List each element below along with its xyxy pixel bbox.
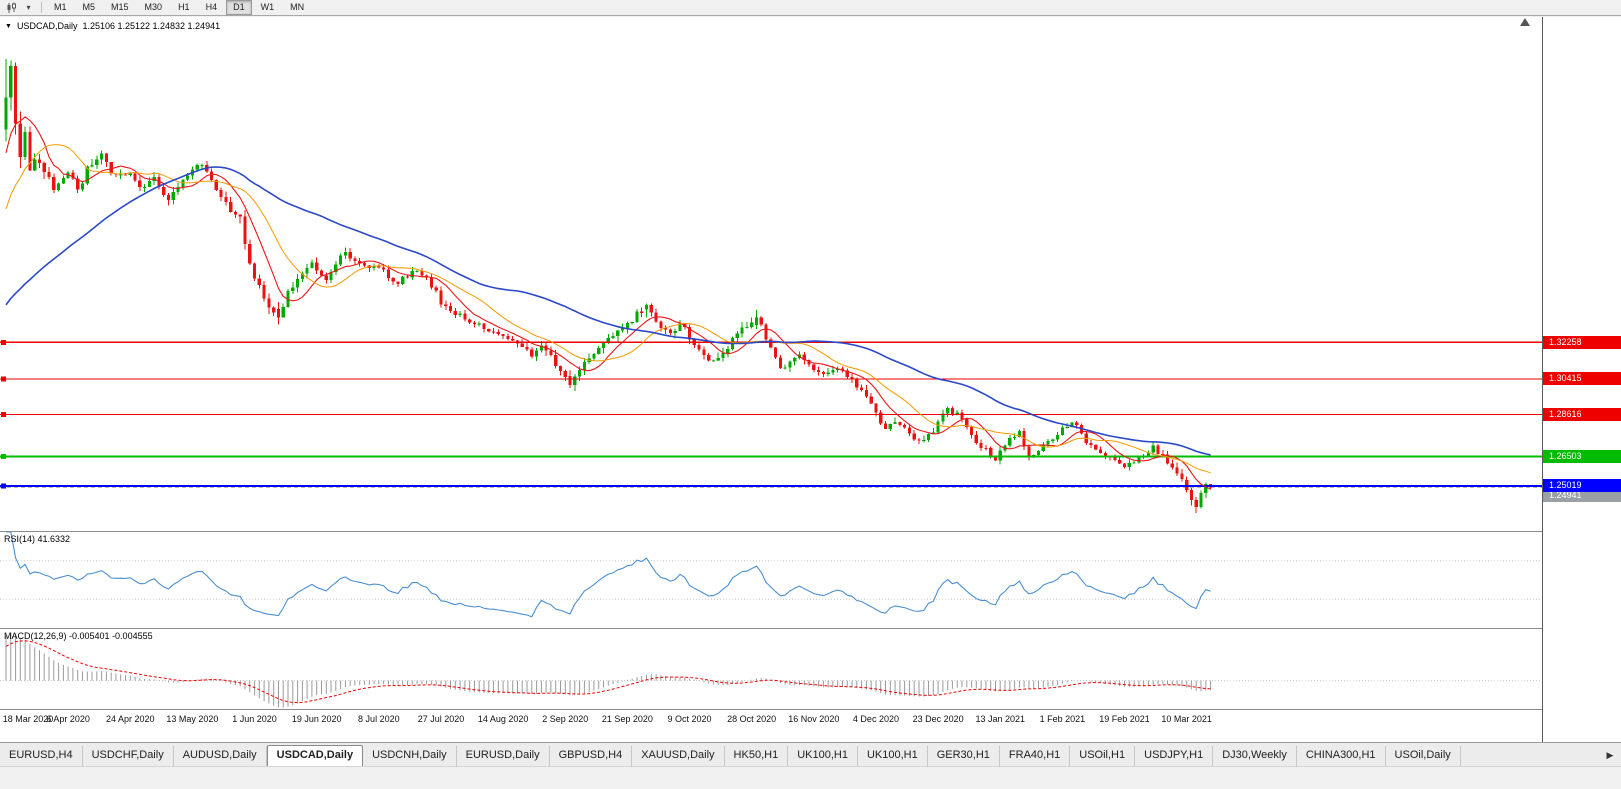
date-axis-label: 16 Nov 2020 xyxy=(788,714,840,724)
chart-tab-usdjpy-h1[interactable]: USDJPY,H1 xyxy=(1135,746,1214,766)
status-bar xyxy=(0,766,1621,789)
chart-tab-xauusd-daily[interactable]: XAUUSD,Daily xyxy=(632,746,725,766)
date-axis-label: 2 Sep 2020 xyxy=(542,714,589,724)
macd-indicator-label: MACD(12,26,9) -0.005401 -0.004555 xyxy=(4,631,153,641)
pane-separator[interactable] xyxy=(0,531,1542,532)
chart-tabs-bar: EURUSD,H4 USDCHF,Daily AUDUSD,Daily USDCAD,… xyxy=(0,742,1621,766)
period-button-m30[interactable]: M30 xyxy=(144,2,163,12)
chart-tab-usdchf-daily[interactable]: USDCHF,Daily xyxy=(82,746,174,766)
period-button-m5[interactable]: M5 xyxy=(82,2,96,12)
toolbar-separator xyxy=(41,2,42,13)
chart-tab-usdcad-daily[interactable]: USDCAD,Daily xyxy=(266,745,364,766)
date-axis-label: 10 Mar 2021 xyxy=(1161,714,1212,724)
chart-tab-eurusd-h4[interactable]: EURUSD,H4 xyxy=(0,746,83,766)
rsi-pane[interactable] xyxy=(0,532,1542,628)
date-axis-label: 19 Feb 2021 xyxy=(1099,714,1150,724)
pane-separator[interactable] xyxy=(0,628,1542,629)
quote-dropdown-icon[interactable]: ▼ xyxy=(5,22,12,30)
period-button-d1[interactable]: D1 xyxy=(226,0,252,15)
chart-tab-hk50-h1[interactable]: HK50,H1 xyxy=(724,746,789,766)
price-axis-separator xyxy=(1542,17,1543,742)
period-button-mn[interactable]: MN xyxy=(290,2,305,12)
date-axis-label: 24 Apr 2020 xyxy=(105,714,155,724)
chart-tab-dj30-weekly[interactable]: DJ30,Weekly xyxy=(1213,746,1297,766)
date-axis-label: 18 Mar 2020 xyxy=(2,714,54,724)
timeframe-toolbar: ▾ M1 M5 M15 M30 H1 H4 D1 W1 MN xyxy=(0,0,1621,16)
chevron-down-icon: ▾ xyxy=(26,3,31,12)
chart-tab-usdcnh-daily[interactable]: USDCNH,Daily xyxy=(363,746,457,766)
chart-tab-audusd-daily[interactable]: AUDUSD,Daily xyxy=(173,746,267,766)
quote-line: ▼ USDCAD,Daily 1.25106 1.25122 1.24832 1… xyxy=(5,21,220,31)
period-button-m1[interactable]: M1 xyxy=(54,2,67,12)
macd-pane[interactable] xyxy=(0,629,1542,709)
date-axis-label: 19 Jun 2020 xyxy=(291,714,342,724)
chart-tab-fra40-h1[interactable]: FRA40,H1 xyxy=(999,746,1071,766)
ohlc-values: 1.25106 1.25122 1.24832 1.24941 xyxy=(82,21,221,31)
date-axis-label: 23 Dec 2020 xyxy=(912,714,964,724)
date-axis-label: 9 Oct 2020 xyxy=(667,714,712,724)
period-button-m15[interactable]: M15 xyxy=(111,2,129,12)
chart-tab-uk100-h1[interactable]: UK100,H1 xyxy=(788,746,858,766)
hline-price-tag: 1.28616 xyxy=(1543,408,1621,421)
date-axis-label: 28 Oct 2020 xyxy=(727,714,777,724)
chart-tab-usoil-daily[interactable]: USOil,Daily xyxy=(1385,746,1461,766)
candlestick-chart-icon xyxy=(7,2,16,13)
bid-price-tag: 1.24941 xyxy=(1543,489,1621,502)
date-axis-label: 1 Feb 2021 xyxy=(1039,714,1086,724)
scroll-right-icon: ▶ xyxy=(1606,750,1614,760)
main-price-pane[interactable] xyxy=(0,19,1542,531)
hline-price-tag: 1.32258 xyxy=(1543,336,1621,349)
rsi-indicator-label: RSI(14) 41.6332 xyxy=(4,534,71,544)
date-axis-label: 27 Jul 2020 xyxy=(417,714,465,724)
period-button-h1[interactable]: H1 xyxy=(178,2,190,12)
period-button-w1[interactable]: W1 xyxy=(260,2,275,12)
date-axis-label: 14 Aug 2020 xyxy=(477,714,529,724)
date-axis-label: 1 Jun 2020 xyxy=(232,714,277,724)
chart-tab-usoil-h1[interactable]: USOil,H1 xyxy=(1070,746,1136,766)
chart-tab-list: EURUSD,H4 USDCHF,Daily AUDUSD,Daily USDCAD,… xyxy=(0,745,1461,766)
date-axis-label: 6 Apr 2020 xyxy=(46,714,90,724)
date-axis-label: 13 May 2020 xyxy=(166,714,219,724)
chart-window: ▼ USDCAD,Daily 1.25106 1.25122 1.24832 1… xyxy=(0,17,1621,742)
date-axis-label: 21 Sep 2020 xyxy=(601,714,653,724)
pane-separator xyxy=(0,709,1542,710)
chart-tab-eurusd-daily[interactable]: EURUSD,Daily xyxy=(456,746,550,766)
chart-dropdown-button[interactable]: ▾ xyxy=(20,1,37,14)
hline-price-tag: 1.25019 xyxy=(1543,479,1621,492)
date-axis-label: 13 Jan 2021 xyxy=(975,714,1026,724)
hline-price-tag: 1.26503 xyxy=(1543,450,1621,463)
chart-tab-china300-h1[interactable]: CHINA300,H1 xyxy=(1296,746,1386,766)
symbol-period-label: USDCAD,Daily xyxy=(16,21,78,31)
period-button-group: M1 M5 M15 M30 H1 H4 D1 W1 MN xyxy=(46,0,312,15)
chart-shift-marker-icon xyxy=(1520,18,1530,26)
date-axis-label: 8 Jul 2020 xyxy=(358,714,400,724)
period-button-h4[interactable]: H4 xyxy=(205,2,218,12)
tab-scroll-right-button[interactable]: ▶ xyxy=(1601,748,1619,763)
hline-price-tag: 1.30415 xyxy=(1543,372,1621,385)
chart-tab-ger30-h1[interactable]: GER30,H1 xyxy=(927,746,1000,766)
chart-tab-uk100-h1[interactable]: UK100,H1 xyxy=(857,746,928,766)
date-axis-label: 4 Dec 2020 xyxy=(852,714,899,724)
charts-button[interactable] xyxy=(3,1,20,14)
time-axis[interactable]: 18 Mar 2020 6 Apr 2020 24 Apr 2020 13 May 2… xyxy=(0,711,1542,731)
chart-tab-gbpusd-h4[interactable]: GBPUSD,H4 xyxy=(549,746,633,766)
